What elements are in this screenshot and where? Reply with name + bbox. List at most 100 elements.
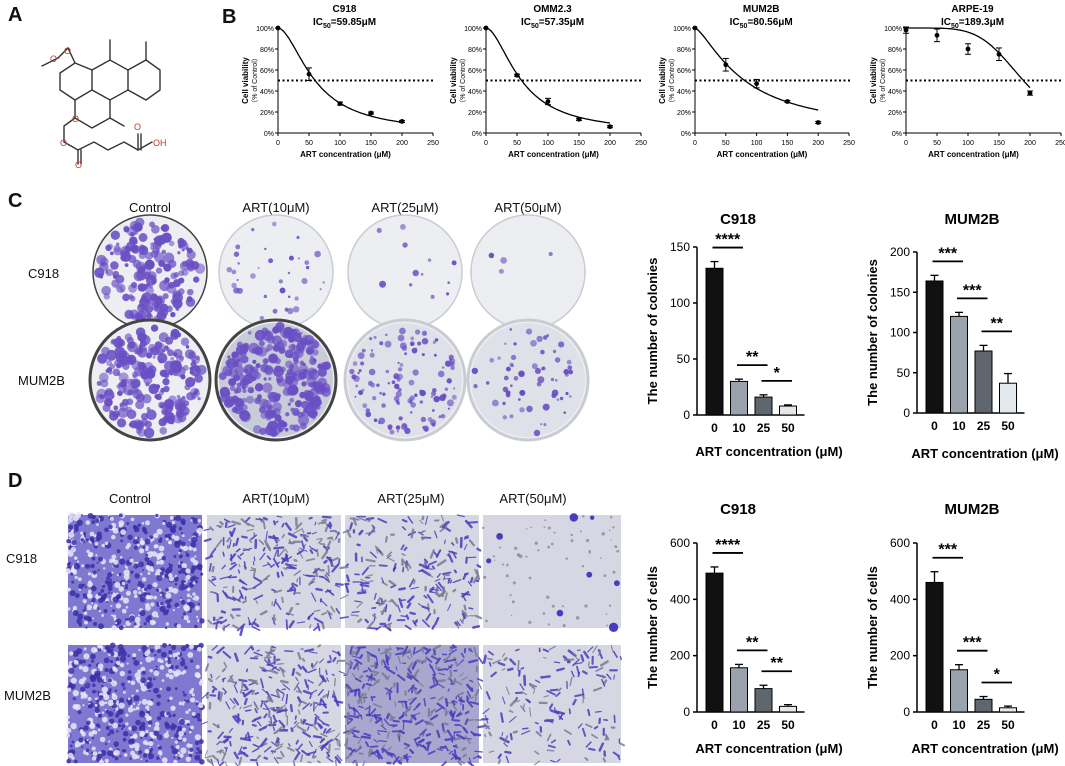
x-tick-label: 150 [993, 140, 1005, 147]
colony-col-label: ART(50μM) [494, 200, 562, 215]
colony-dot [510, 354, 517, 361]
colony-dot [433, 353, 437, 357]
colony-dot [231, 282, 237, 289]
colony-dot [272, 221, 277, 227]
micrograph-cell [87, 572, 92, 576]
colony-dot [132, 374, 137, 378]
colony-dot [233, 374, 241, 382]
x-tick-label: 50 [1001, 718, 1015, 732]
colony-dot [259, 406, 266, 414]
colony-dot [372, 396, 377, 401]
colony-dot [357, 352, 365, 360]
colony-dot [137, 283, 146, 292]
colony-dot [385, 369, 390, 374]
colony-dot [137, 347, 148, 358]
colony-dot [434, 338, 439, 342]
colony-dot [274, 365, 282, 373]
colony-dot [188, 350, 196, 358]
x-tick-label: 25 [977, 419, 991, 433]
colony-dot [404, 427, 411, 435]
micrograph-cell [190, 541, 197, 548]
colony-dot [143, 427, 155, 439]
colony-dot [498, 268, 504, 274]
colony-dot [116, 418, 127, 428]
x-tick-label: 0 [276, 140, 280, 147]
colony-dot [242, 388, 247, 394]
colony-dot [235, 386, 242, 394]
micrograph-cell [185, 574, 191, 580]
hydroxyl-label: OH [153, 138, 167, 148]
colony-dot [292, 306, 300, 313]
data-point [754, 81, 759, 87]
migration-col-label: ART(10μM) [242, 491, 310, 506]
dose-response-chart: C918 IC50=59.85μM 0% 20% 40% 60% 80% 100% 0 50 100… [241, 4, 439, 159]
micrograph-cell [155, 513, 159, 518]
colony-dot [397, 367, 403, 372]
micrograph-cell [196, 615, 199, 618]
micrograph-cell [164, 626, 168, 630]
colony-dot [138, 303, 143, 308]
colony-dot [352, 361, 358, 367]
colony-dot [525, 328, 533, 335]
colony-dot [391, 380, 396, 385]
micrograph-cell [129, 558, 134, 563]
colony-dot [247, 386, 255, 394]
colony-dot [191, 395, 196, 400]
colony-dot [126, 354, 137, 366]
colony-dot [432, 409, 435, 412]
significance-label: ** [746, 349, 759, 366]
micrograph-cell [98, 623, 104, 630]
bar [925, 581, 944, 713]
colony-dot [519, 389, 526, 396]
colony-dot [159, 403, 166, 409]
y-tick-label: 0 [903, 705, 910, 719]
x-axis-label: ART concentration (μM) [717, 150, 808, 159]
chart-title: ARPE-19 [951, 4, 994, 15]
colony-dot [357, 371, 360, 375]
colony-dot [171, 362, 183, 374]
colony-dot [197, 396, 201, 401]
colony-dot [268, 391, 280, 403]
colony-dot [353, 375, 360, 383]
micrograph-cell [175, 576, 179, 579]
colony-dot [447, 407, 451, 410]
colony-dot [289, 424, 296, 431]
colony-dot [504, 342, 507, 346]
colony-dot [233, 362, 238, 368]
micrograph-cell [146, 584, 153, 590]
colony-dot [194, 374, 203, 383]
y-axis-label: Cell viability [869, 57, 878, 104]
colony-dot [312, 358, 317, 362]
colony-dot [361, 388, 365, 392]
colony-dot [105, 268, 114, 277]
colony-dot [558, 341, 565, 348]
colony-dot [502, 415, 508, 420]
bar [974, 350, 993, 414]
colony-dot [542, 403, 550, 411]
colony-dot [536, 335, 543, 343]
colony-dot [376, 227, 382, 233]
x-tick-label: 50 [781, 421, 795, 435]
colony-dot [373, 335, 377, 339]
micrograph-cell [125, 583, 128, 587]
micrograph-cell [196, 577, 199, 580]
micrograph-cell [77, 613, 84, 620]
micrograph-cell [134, 616, 141, 623]
colony-dot [101, 285, 111, 296]
micrograph-cell [194, 555, 197, 558]
colony-dot [314, 250, 321, 258]
colony-dot [164, 399, 175, 410]
migration-row-label: MUM2B [4, 688, 51, 703]
colony-dot [236, 382, 242, 388]
colony-dot [308, 410, 317, 419]
data-point [785, 99, 790, 104]
dose-response-chart: ARPE-19 IC50=189.3μM 0% 20% 40% 60% 80% 100% 0 50… [869, 4, 1065, 159]
y-axis-label: Cell viability [241, 57, 250, 104]
x-tick-label: 150 [782, 140, 794, 147]
colony-dot [417, 341, 422, 346]
y-tick-label: 100% [256, 26, 274, 33]
colony-dot [126, 226, 137, 237]
x-axis-label: ART concentration (μM) [508, 150, 599, 159]
micrograph-cell [93, 534, 97, 538]
